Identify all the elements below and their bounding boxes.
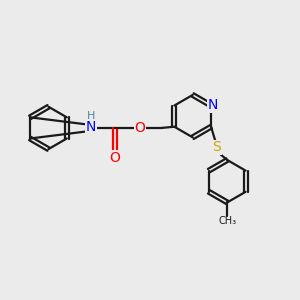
Text: H: H [87,110,95,121]
Text: S: S [213,140,221,154]
Text: N: N [86,120,96,134]
Text: N: N [207,98,218,112]
Text: O: O [134,121,145,135]
Text: CH₃: CH₃ [218,216,236,226]
Text: O: O [109,151,120,165]
